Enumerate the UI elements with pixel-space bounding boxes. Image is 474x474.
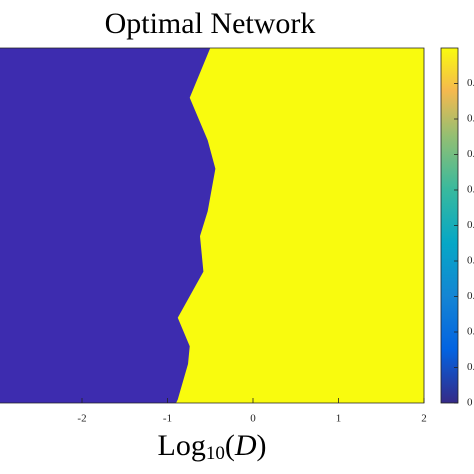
- x-axis-label: Log10(D): [158, 429, 267, 464]
- colorbar-tick-label: 0.8: [467, 113, 474, 125]
- colorbar-tick-label: 0.1: [467, 361, 474, 373]
- colorbar-tick-label: 0.4: [467, 255, 474, 267]
- colorbar-tick-label: 0.6: [467, 184, 474, 196]
- axes-box: [0, 47, 425, 404]
- low-region: [0, 48, 216, 403]
- colorbar-tick-label: 0.7: [467, 148, 474, 160]
- chart-title: Optimal Network: [105, 7, 316, 40]
- x-tick-label: 0: [250, 413, 256, 425]
- x-tick-label: -1: [163, 413, 172, 425]
- x-tick-label: 2: [421, 413, 427, 425]
- x-tick-label: 1: [336, 413, 342, 425]
- colorbar-tick-label: 0.3: [467, 290, 474, 302]
- colorbar-tick-label: 0.9: [467, 77, 474, 89]
- colorbar-tick-label: 0: [467, 397, 473, 409]
- x-tick-label: -2: [77, 413, 86, 425]
- colorbar-tick-label: 0.2: [467, 326, 474, 338]
- colorbar-tick-label: 0.5: [467, 219, 474, 231]
